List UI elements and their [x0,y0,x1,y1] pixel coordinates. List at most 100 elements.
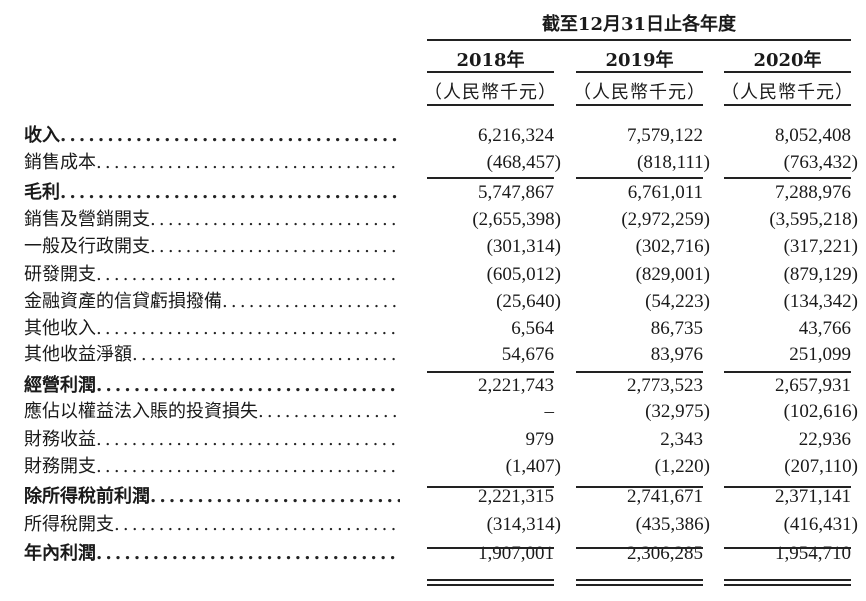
cell-value: 83,976 [650,344,703,365]
row-label: 銷售及營銷開支.................................… [24,206,400,233]
cell-value: (102,616) [783,401,858,422]
row-label-text: 應佔以權益法入賬的投資損失 [24,401,258,422]
cell-value: 5,747,867 [478,182,554,203]
row-label: 所得稅開支...................................… [24,511,400,538]
row-label: 一般及行政開支.................................… [24,233,400,260]
row-label-text: 財務開支 [24,456,96,477]
dot-leader: ........................................… [96,456,400,477]
table-row: 除所得稅前利潤.................................… [0,483,866,510]
table-row: 年內利潤....................................… [0,540,866,567]
dot-leader: ........................................… [258,401,400,422]
table-row: 金融資產的信貸虧損撥備.............................… [0,288,866,315]
cell-value: (763,432) [783,152,858,173]
cell-value: 8,052,408 [775,125,851,146]
subtotal-rule [576,177,703,179]
header-rule [427,39,851,41]
cell-value: 6,216,324 [478,125,554,146]
dot-leader: ........................................… [132,344,400,365]
row-label-text: 毛利 [24,182,60,203]
cell-value: (416,431) [783,514,858,535]
cell-value: 2,343 [660,429,703,450]
dot-leader: ........................................… [222,291,400,312]
table-row: 其他收入....................................… [0,315,866,342]
row-label: 銷售成本....................................… [24,149,400,176]
row-label-text: 金融資產的信貸虧損撥備 [24,291,222,312]
cell-value: (2,972,259) [621,209,710,230]
row-label-text: 研發開支 [24,264,96,285]
unit-header-2019: （人民幣千元） [573,82,706,103]
table-row: 經營利潤....................................… [0,372,866,399]
cell-value: (2,655,398) [472,209,561,230]
row-label-text: 銷售及營銷開支 [24,209,150,230]
unit-header-2020: （人民幣千元） [721,82,854,103]
unit-header-2018: （人民幣千元） [424,82,557,103]
cell-value: (32,975) [645,401,710,422]
table-row: 財務收益....................................… [0,426,866,453]
cell-value: 7,579,122 [627,125,703,146]
subtotal-rule [427,371,554,373]
total-double-rule [427,584,554,586]
total-double-rule [427,579,554,581]
unit-rule-2019 [576,104,703,106]
period-header: 截至12月31日止各年度 [541,14,737,35]
cell-value: 86,735 [650,318,703,339]
cell-value: – [544,401,555,422]
year-header-2019: 2019年 [605,50,674,71]
cell-value: 2,306,285 [627,543,703,564]
cell-value: 6,564 [511,318,554,339]
row-label-text: 所得稅開支 [24,514,114,535]
table-row: 其他收益淨額..................................… [0,341,866,368]
subtotal-rule [724,177,851,179]
cell-value: (25,640) [496,291,561,312]
subtotal-rule [724,547,851,549]
row-label: 毛利......................................… [24,179,400,206]
table-row: 一般及行政開支.................................… [0,233,866,260]
cell-value: (302,716) [635,236,710,257]
dot-leader: ........................................… [96,375,400,396]
cell-value: (605,012) [486,264,561,285]
dot-leader: ........................................… [96,152,400,173]
row-label: 其他收益淨額..................................… [24,341,400,368]
year-rule-2020 [724,71,851,73]
row-label: 財務開支....................................… [24,453,400,480]
total-double-rule [576,579,703,581]
cell-value: (1,220) [654,456,710,477]
cell-value: 1,907,001 [478,543,554,564]
cell-value: (468,457) [486,152,561,173]
row-label: 除所得稅前利潤.................................… [24,483,400,510]
row-label-text: 其他收入 [24,318,96,339]
subtotal-rule [724,486,851,488]
row-label-text: 一般及行政開支 [24,236,150,257]
row-label-text: 收入 [24,125,60,146]
cell-value: (54,223) [645,291,710,312]
cell-value: 2,371,141 [775,486,851,507]
row-label-text: 除所得稅前利潤 [24,486,150,507]
cell-value: 7,288,976 [775,182,851,203]
row-label: 年內利潤....................................… [24,540,400,567]
table-row: 銷售及營銷開支.................................… [0,206,866,233]
cell-value: 2,741,671 [627,486,703,507]
dot-leader: ........................................… [96,318,400,339]
cell-value: 2,221,315 [478,486,554,507]
subtotal-rule [427,177,554,179]
row-label: 其他收入....................................… [24,315,400,342]
cell-value: 2,221,743 [478,375,554,396]
row-label-text: 年內利潤 [24,543,96,564]
dot-leader: ........................................… [96,264,400,285]
subtotal-rule [427,486,554,488]
year-rule-2018 [427,71,554,73]
row-label: 財務收益....................................… [24,426,400,453]
dot-leader: ........................................… [150,209,400,230]
row-label: 經營利潤....................................… [24,372,400,399]
row-label-text: 財務收益 [24,429,96,450]
dot-leader: ........................................… [96,429,400,450]
table-row: 應佔以權益法入賬的投資損失...........................… [0,398,866,425]
cell-value: 6,761,011 [627,182,703,203]
cell-value: (314,314) [486,514,561,535]
row-label: 研發開支....................................… [24,261,400,288]
table-row: 財務開支....................................… [0,453,866,480]
dot-leader: ........................................… [60,182,400,203]
cell-value: (301,314) [486,236,561,257]
dot-leader: ........................................… [114,514,400,535]
year-header-2020: 2020年 [753,50,822,71]
